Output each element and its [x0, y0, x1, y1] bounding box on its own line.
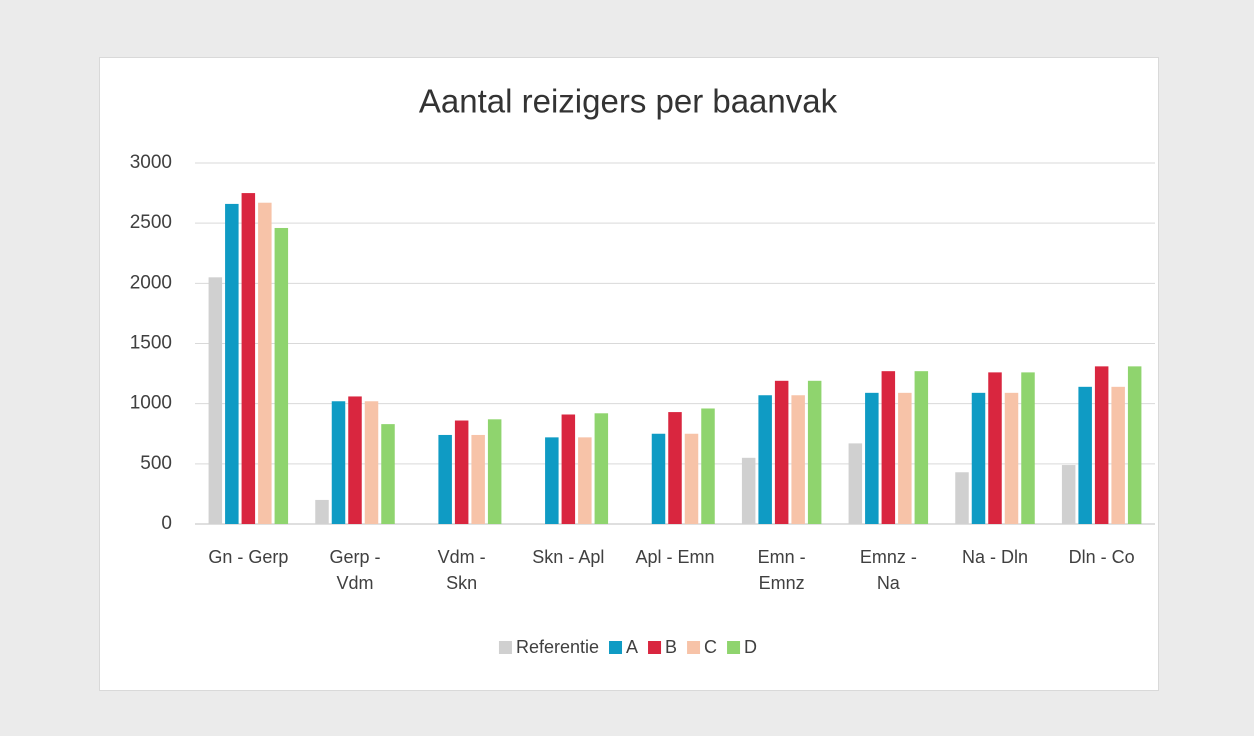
bar: [1004, 392, 1019, 524]
bar: [487, 419, 502, 524]
bar: [898, 392, 912, 524]
legend-swatch: [727, 641, 741, 654]
bar: [364, 401, 379, 524]
x-tick-label: Gerp - Vdm: [329, 547, 381, 593]
bar: [988, 372, 1002, 524]
legend-swatch: [648, 641, 662, 654]
bar: [791, 395, 805, 524]
legend-label: A: [626, 637, 638, 657]
x-tick-label: Na - Dln: [961, 547, 1028, 567]
y-tick-label: 2500: [130, 212, 172, 233]
bar: [684, 433, 699, 524]
bar: [561, 414, 576, 524]
bar: [1127, 366, 1142, 524]
x-tick-label: Apl - Emn: [635, 547, 715, 567]
bar: [758, 395, 772, 524]
chart-title: Aantal reizigers per baanvak: [419, 83, 838, 120]
bar: [865, 392, 879, 524]
legend-swatch: [687, 641, 701, 654]
bar: [315, 499, 329, 524]
bar: [668, 412, 682, 524]
bar: [348, 396, 362, 524]
legend-label: B: [665, 637, 677, 657]
y-tick-label: 500: [140, 453, 172, 474]
bar: [578, 437, 592, 524]
bar: [381, 424, 395, 524]
bar: [454, 420, 469, 524]
bar: [651, 433, 666, 524]
bar: [774, 380, 789, 524]
bar: [471, 434, 485, 524]
y-tick-label: 1500: [130, 333, 172, 354]
bar: [208, 277, 223, 524]
bar: [1078, 386, 1092, 524]
x-tick-label: Vdm - Skn: [437, 547, 486, 593]
y-tick-label: 3000: [130, 152, 172, 173]
x-tick-label: Skn - Apl: [532, 547, 605, 567]
bar: [1061, 465, 1076, 524]
y-tick-label: 2000: [130, 272, 172, 293]
bar: [1021, 372, 1035, 524]
y-tick-label: 1000: [130, 393, 172, 414]
bar: [914, 371, 929, 524]
bar: [701, 408, 715, 524]
x-tick-label: Dln - Co: [1068, 547, 1135, 567]
bar: [331, 401, 346, 524]
y-tick-label: 0: [161, 513, 172, 534]
bar: [1094, 366, 1109, 524]
x-tick-label: Emn - Emnz: [757, 547, 806, 593]
bar: [741, 457, 756, 524]
bar: [955, 472, 969, 524]
legend-swatch: [498, 641, 512, 654]
bar: [241, 193, 256, 525]
x-tick-label: Gn - Gerp: [208, 547, 289, 567]
bar: [807, 380, 822, 524]
bar: [881, 371, 896, 524]
bar: [258, 202, 272, 524]
bar: [594, 413, 609, 524]
legend-label: Referentie: [516, 637, 599, 657]
legend-label: D: [744, 637, 757, 657]
bar: [225, 203, 239, 524]
bar: [438, 434, 452, 524]
bar: [848, 443, 863, 524]
bar: [545, 437, 559, 524]
bar: [971, 392, 986, 524]
legend-label: C: [704, 637, 717, 657]
x-tick-label: Emnz - Na: [859, 547, 917, 593]
bar: [1111, 386, 1125, 524]
bar: [274, 227, 289, 525]
legend-swatch: [609, 641, 623, 654]
